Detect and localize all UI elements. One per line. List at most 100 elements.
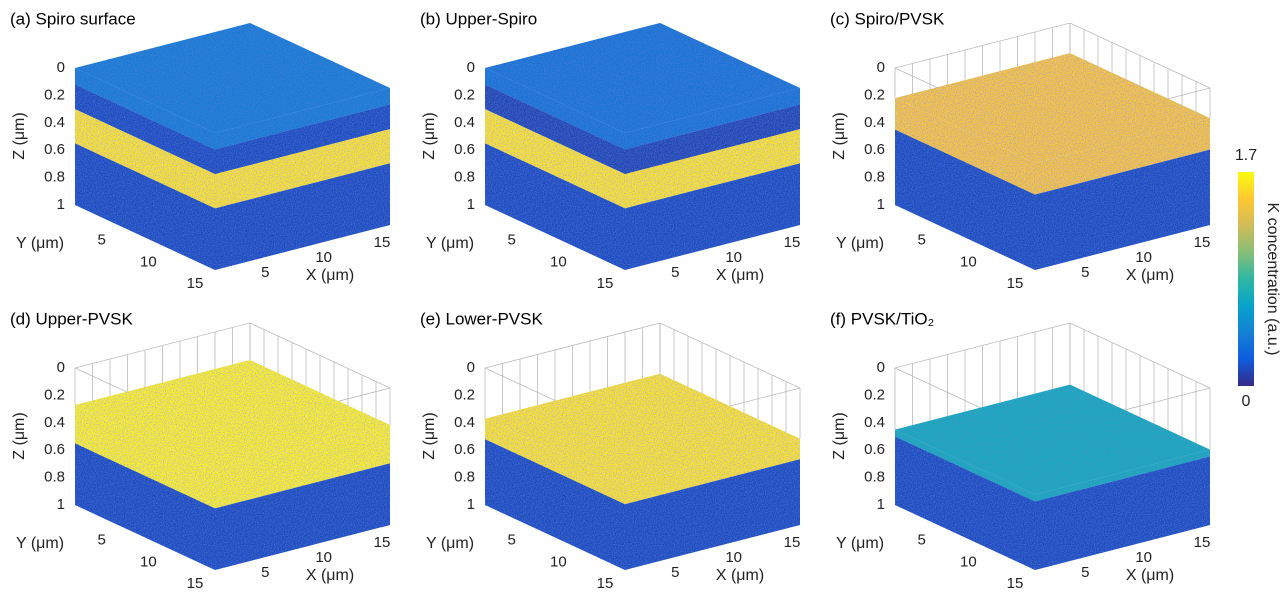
z-axis-label: Z (μm): [831, 112, 848, 159]
layer-left-face: [75, 68, 215, 150]
top-face: [75, 359, 390, 470]
y-tick-label: 10: [140, 253, 157, 270]
layer-right-face: [215, 463, 390, 570]
y-axis-label: Y (μm): [16, 535, 64, 552]
x-tick-label: 15: [784, 534, 801, 551]
z-tick-label: 0: [467, 59, 475, 76]
y-axis-label: Y (μm): [426, 535, 474, 552]
top-face: [485, 373, 800, 484]
x-tick-label: 15: [374, 534, 391, 551]
panel-title: (a) Spiro surface: [10, 9, 136, 28]
layer-right-face: [215, 129, 390, 209]
z-tick-label: 0.2: [864, 86, 885, 103]
z-tick-label: 0.8: [864, 169, 885, 186]
z-axis-label: Z (μm): [11, 412, 28, 459]
x-tick-label: 15: [784, 234, 801, 251]
z-tick-label: 0: [57, 359, 65, 376]
y-tick-label: 10: [140, 553, 157, 570]
layer-left-face: [75, 443, 215, 570]
z-tick-label: 1: [467, 496, 475, 513]
wall-rim: [74, 322, 391, 389]
x-tick-label: 15: [374, 234, 391, 251]
x-tick-label: 15: [1194, 234, 1211, 251]
layer-left-face: [895, 436, 1035, 570]
z-tick-label: 0.4: [864, 414, 885, 431]
z-tick-label: 0: [877, 59, 885, 76]
z-tick-label: 0.4: [44, 414, 65, 431]
y-axis-label: Y (μm): [426, 235, 474, 252]
z-axis-label: Z (μm): [831, 412, 848, 459]
panel: (c) Spiro/PVSK00.20.40.60.815101551015Z …: [830, 9, 1211, 292]
y-tick-label: 15: [187, 575, 204, 592]
y-tick-label: 15: [187, 275, 204, 292]
x-tick-label: 5: [671, 264, 679, 281]
layer-left-face: [485, 109, 625, 209]
layer-right-face: [1035, 456, 1210, 570]
layer-right-face: [1035, 118, 1210, 195]
z-tick-label: 0.4: [864, 114, 885, 131]
colorbar-tick-label: 1.7: [1235, 147, 1257, 164]
z-axis-label: Z (μm): [11, 112, 28, 159]
layer-right-face: [625, 163, 800, 270]
layer-left-face: [895, 98, 1035, 195]
z-tick-label: 0: [57, 59, 65, 76]
panel-title: (e) Lower-PVSK: [420, 309, 543, 328]
z-tick-label: 0.4: [454, 114, 475, 131]
z-tick-label: 1: [57, 496, 65, 513]
z-tick-label: 0.2: [454, 86, 475, 103]
y-tick-label: 15: [597, 575, 614, 592]
y-tick-label: 5: [917, 532, 925, 549]
wall-rim: [894, 322, 1211, 389]
panel: (e) Lower-PVSK00.20.40.60.815101551015Z …: [420, 309, 801, 592]
layer-right-face: [215, 424, 390, 509]
z-tick-label: 0.2: [864, 386, 885, 403]
z-axis-label: Z (μm): [421, 112, 438, 159]
colorbar-label: K concentration (a.u.): [1264, 203, 1281, 356]
y-tick-label: 5: [97, 232, 105, 249]
layer-right-face: [1035, 149, 1210, 270]
z-tick-label: 1: [877, 196, 885, 213]
panel-title: (c) Spiro/PVSK: [830, 9, 945, 28]
top-face: [485, 23, 800, 133]
x-tick-label: 10: [315, 249, 332, 266]
x-tick-label: 5: [261, 264, 269, 281]
z-tick-label: 0.4: [454, 414, 475, 431]
layer-right-face: [215, 88, 390, 150]
panel: (b) Upper-Spiro00.20.40.60.815101551015Z…: [420, 9, 800, 291]
z-tick-label: 0.6: [44, 141, 65, 158]
z-tick-label: 0.6: [864, 141, 885, 158]
x-tick-label: 10: [725, 549, 742, 566]
layer-left-face: [75, 404, 215, 509]
wall-rim: [894, 22, 1211, 89]
panel: (a) Spiro surface00.20.40.60.81510155101…: [10, 9, 390, 291]
x-tick-label: 5: [1081, 564, 1089, 581]
y-tick-label: 10: [960, 553, 977, 570]
z-tick-label: 0.2: [44, 86, 65, 103]
layer-right-face: [215, 104, 390, 175]
layer-left-face: [485, 439, 625, 570]
layer-right-face: [625, 104, 800, 175]
layer-left-face: [895, 129, 1035, 270]
z-tick-label: 0.8: [864, 469, 885, 486]
layer-left-face: [485, 84, 625, 175]
panel: (d) Upper-PVSK00.20.40.60.815101551015Z …: [10, 309, 391, 592]
y-tick-label: 5: [97, 532, 105, 549]
x-tick-label: 5: [1081, 264, 1089, 281]
y-tick-label: 15: [1007, 275, 1024, 292]
z-tick-label: 0: [877, 359, 885, 376]
y-tick-label: 10: [960, 253, 977, 270]
x-axis-label: X (μm): [716, 267, 764, 284]
layer-left-face: [75, 109, 215, 209]
layer-right-face: [625, 438, 800, 505]
layer-right-face: [215, 163, 390, 270]
layer-right-face: [625, 459, 800, 570]
z-tick-label: 0.6: [864, 441, 885, 458]
y-axis-label: Y (μm): [16, 235, 64, 252]
layer-right-face: [1035, 449, 1210, 502]
x-axis-label: X (μm): [306, 567, 354, 584]
z-tick-label: 0.6: [454, 441, 475, 458]
y-tick-label: 10: [550, 553, 567, 570]
z-tick-label: 0.2: [454, 386, 475, 403]
panel-title: (b) Upper-Spiro: [420, 9, 537, 28]
z-tick-label: 0.4: [44, 114, 65, 131]
